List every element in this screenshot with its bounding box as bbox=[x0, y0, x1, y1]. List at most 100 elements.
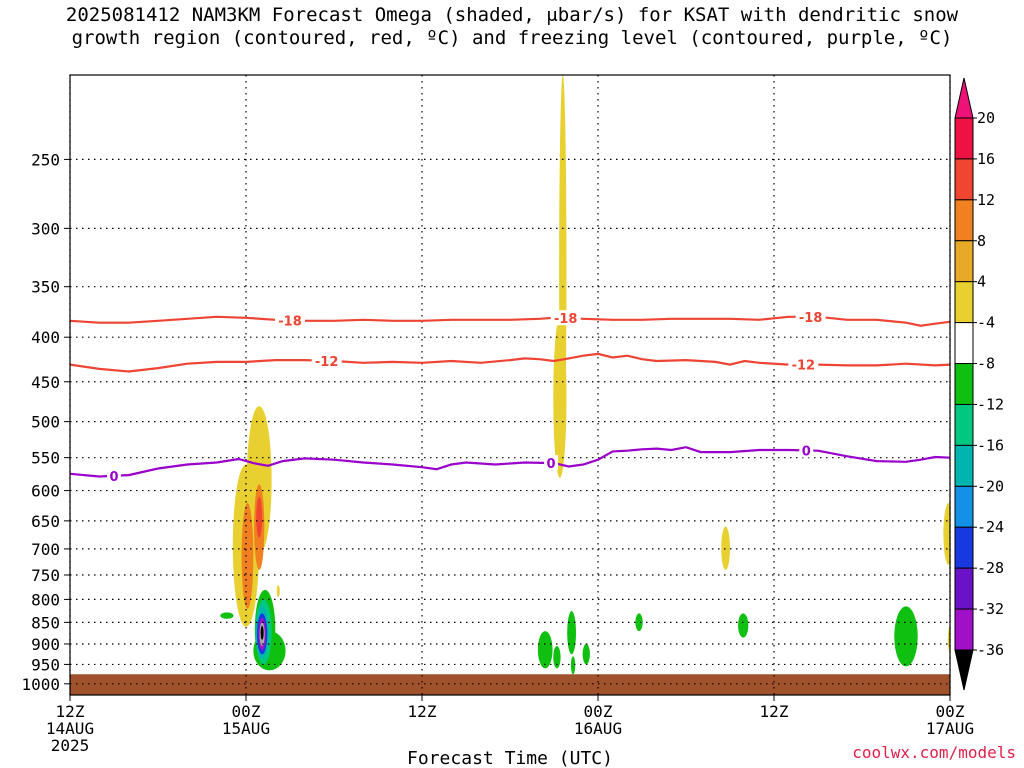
colorbar-swatch bbox=[954, 485, 974, 528]
x-tick-label: 15AUG bbox=[222, 719, 270, 738]
colorbar-swatch bbox=[954, 608, 974, 651]
colorbar-label: 4 bbox=[977, 273, 986, 291]
colorbar-label: 12 bbox=[977, 191, 995, 209]
omega-cell bbox=[721, 526, 730, 570]
x-tick-label: 17AUG bbox=[926, 719, 974, 738]
contour-label-bg bbox=[311, 352, 342, 368]
colorbar-label: -24 bbox=[977, 518, 1004, 536]
omega-cell bbox=[256, 496, 263, 538]
contour-label-bg bbox=[544, 455, 559, 471]
omega-cell bbox=[276, 584, 280, 598]
contour-label: -18 bbox=[799, 311, 823, 326]
colorbar-swatch bbox=[954, 158, 974, 201]
contour-label: 0 bbox=[802, 444, 811, 459]
x-tick-label: 2025 bbox=[51, 736, 90, 755]
omega-cell bbox=[635, 613, 643, 632]
contour-label: -18 bbox=[554, 312, 578, 327]
colorbar-swatch bbox=[954, 403, 974, 446]
colorbar: 20 16 12 8 4 -4 -8 -12 -16 -20 -24 -28 -32 -36 bbox=[954, 77, 1004, 691]
chart-title: 2025081412 NAM3KM Forecast Omega (shaded… bbox=[0, 4, 1024, 50]
y-tick-label: 400 bbox=[31, 328, 60, 347]
colorbar-swatch bbox=[954, 322, 974, 365]
omega-cell bbox=[582, 643, 590, 665]
contour-lines: -18 -18 -18 -12 -12 0 0 0 bbox=[70, 308, 950, 485]
colorbar-swatch bbox=[954, 281, 974, 324]
omega-cell bbox=[260, 625, 264, 640]
y-tick-label: 950 bbox=[31, 655, 60, 674]
colorbar-label: -28 bbox=[977, 559, 1004, 577]
omega-cell bbox=[567, 611, 576, 655]
x-axis-label: Forecast Time (UTC) bbox=[407, 748, 613, 768]
contour-label-bg bbox=[788, 356, 819, 372]
contour-label: 0 bbox=[547, 457, 556, 472]
contour-label-bg bbox=[799, 442, 814, 458]
colorbar-swatch bbox=[954, 117, 974, 160]
x-tick-label: 12Z bbox=[408, 702, 437, 721]
y-tick-label: 300 bbox=[31, 219, 60, 238]
contour-label: -18 bbox=[278, 314, 302, 329]
omega-shading bbox=[220, 75, 950, 675]
y-tick-label: 750 bbox=[31, 566, 60, 585]
colorbar-label: -12 bbox=[977, 395, 1004, 413]
omega-cell bbox=[553, 317, 567, 478]
y-tick-label: 650 bbox=[31, 512, 60, 531]
omega-cell bbox=[220, 612, 234, 619]
x-tick-label: 14AUG bbox=[46, 719, 94, 738]
contour-label: -12 bbox=[315, 355, 339, 370]
omega-cell bbox=[537, 631, 553, 669]
title-line-2: growth region (contoured, red, ºC) and f… bbox=[71, 27, 953, 49]
colorbar-swatch bbox=[954, 240, 974, 283]
contour-label: -12 bbox=[792, 359, 816, 374]
y-tick-label: 700 bbox=[31, 540, 60, 559]
omega-cell bbox=[570, 656, 576, 675]
y-tick-label: 900 bbox=[31, 635, 60, 654]
colorbar-label: -16 bbox=[977, 436, 1004, 454]
colorbar-label: -8 bbox=[977, 355, 995, 373]
y-tick-label: 250 bbox=[31, 150, 60, 169]
colorbar-label: 8 bbox=[977, 232, 986, 250]
pressure-axis: 250 300 350 400 450 500 550 600 650 700 750 800 850 9… bbox=[21, 150, 70, 694]
x-tick-label: 16AUG bbox=[574, 719, 622, 738]
colorbar-bottom-arrow bbox=[954, 649, 974, 691]
x-tick-label: 00Z bbox=[584, 702, 613, 721]
omega-cell bbox=[943, 502, 950, 565]
omega-cell bbox=[241, 502, 254, 609]
contour-line bbox=[70, 352, 950, 373]
title-line-1: 2025081412 NAM3KM Forecast Omega (shaded… bbox=[65, 4, 959, 26]
colorbar-label: -20 bbox=[977, 477, 1004, 495]
omega-cell bbox=[553, 646, 561, 669]
colorbar-label: -36 bbox=[977, 641, 1004, 659]
contour-label-bg bbox=[107, 467, 121, 483]
y-tick-label: 350 bbox=[31, 278, 60, 297]
colorbar-swatch bbox=[954, 199, 974, 242]
y-tick-label: 800 bbox=[31, 590, 60, 609]
y-tick-label: 550 bbox=[31, 449, 60, 468]
colorbar-swatch bbox=[954, 567, 974, 610]
contour-label: 0 bbox=[109, 470, 118, 485]
contour-label-bg bbox=[275, 312, 305, 328]
colorbar-swatch bbox=[954, 526, 974, 569]
y-tick-label: 500 bbox=[31, 413, 60, 432]
colorbar-top-arrow bbox=[954, 77, 974, 119]
contour-label-bg bbox=[795, 308, 826, 324]
contour-line bbox=[70, 315, 950, 327]
y-tick-label: 450 bbox=[31, 373, 60, 392]
x-tick-label: 00Z bbox=[936, 702, 965, 721]
colorbar-label: 16 bbox=[977, 150, 995, 168]
colorbar-swatch bbox=[954, 363, 974, 405]
x-tick-label: 12Z bbox=[56, 702, 85, 721]
contour-line bbox=[70, 446, 950, 478]
x-tick-label: 00Z bbox=[232, 702, 261, 721]
y-tick-label: 600 bbox=[31, 482, 60, 501]
colorbar-label: -4 bbox=[977, 314, 995, 332]
contour-label-bg bbox=[550, 310, 581, 326]
colorbar-swatch bbox=[954, 444, 974, 487]
y-tick-label: 850 bbox=[31, 613, 60, 632]
dotted-grid bbox=[69, 75, 951, 695]
plot-frame bbox=[69, 74, 951, 696]
colorbar-label: 20 bbox=[977, 109, 995, 127]
ground-below-surface bbox=[70, 674, 950, 695]
x-tick-label: 12Z bbox=[760, 702, 789, 721]
